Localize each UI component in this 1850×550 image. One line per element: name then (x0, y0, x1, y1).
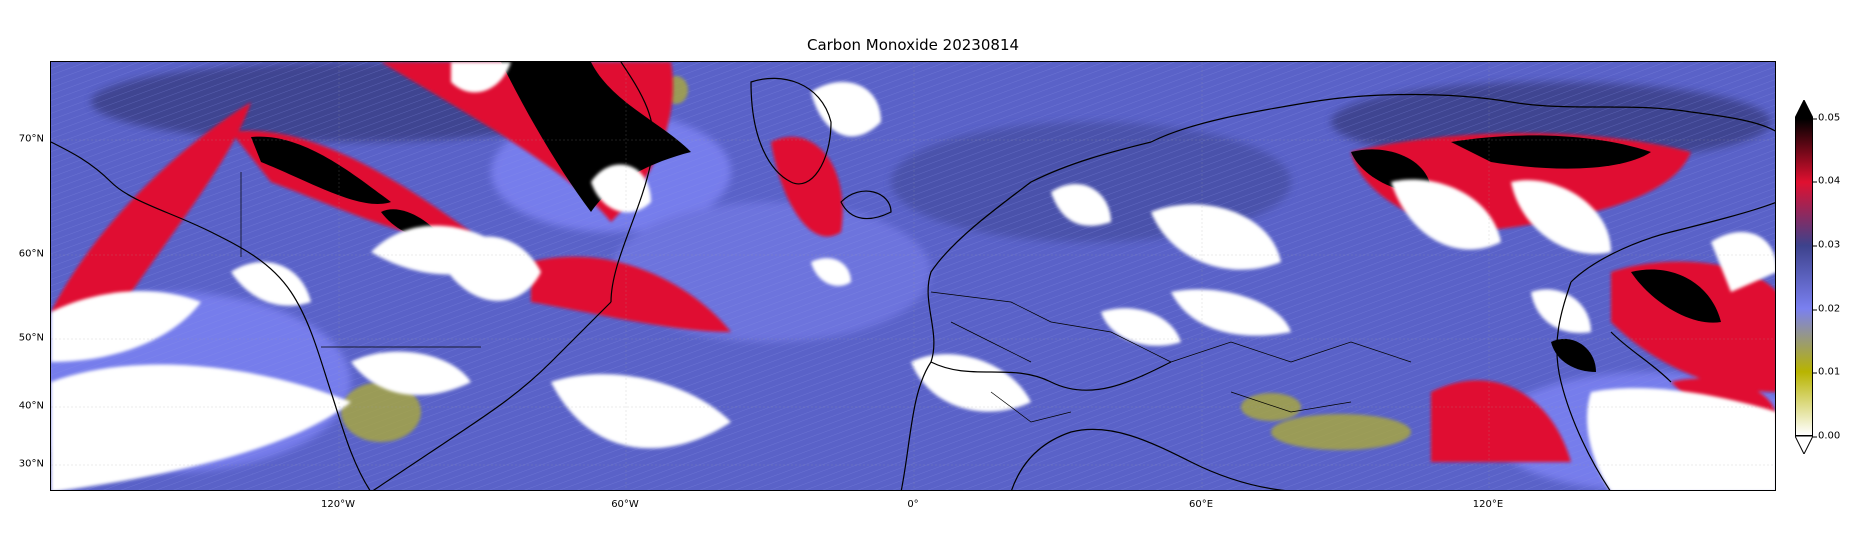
lat-label-60n: 60°N (18, 248, 44, 260)
colorbar-tick: 0.04 (1812, 175, 1841, 187)
country-borders (240, 172, 1412, 423)
co-map (50, 61, 1776, 491)
colorbar-tick: 0.03 (1812, 239, 1841, 251)
cloud-mask (51, 62, 1775, 490)
colorbar-tick: 0.02 (1812, 303, 1841, 315)
lon-label-60e: 60°E (1188, 499, 1214, 510)
coastlines (51, 62, 1775, 490)
colorbar-tick: 0.01 (1812, 366, 1841, 378)
lon-label-120e: 120°E (1472, 499, 1504, 510)
lon-label-60w: 60°W (611, 499, 639, 510)
lon-label-0: 0° (907, 499, 919, 510)
colorbar-tick: 0.05 (1812, 112, 1841, 124)
lat-label-30n: 30°N (18, 458, 44, 470)
colorbar (1795, 118, 1813, 436)
lat-label-70n: 70°N (18, 133, 44, 145)
colorbar-extend-min (1795, 436, 1813, 454)
lon-label-120w: 120°W (321, 499, 355, 510)
map-title: Carbon Monoxide 20230814 (806, 36, 1020, 54)
lat-label-50n: 50°N (18, 332, 44, 344)
lat-label-40n: 40°N (18, 400, 44, 412)
colorbar-tick: 0.00 (1812, 430, 1841, 442)
colorbar-extend-max (1795, 100, 1813, 118)
extreme-co-plumes (251, 62, 1721, 372)
